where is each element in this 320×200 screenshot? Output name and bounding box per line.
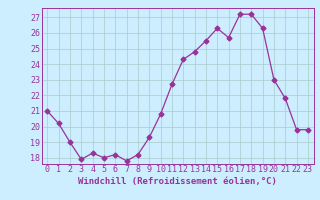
X-axis label: Windchill (Refroidissement éolien,°C): Windchill (Refroidissement éolien,°C) <box>78 177 277 186</box>
